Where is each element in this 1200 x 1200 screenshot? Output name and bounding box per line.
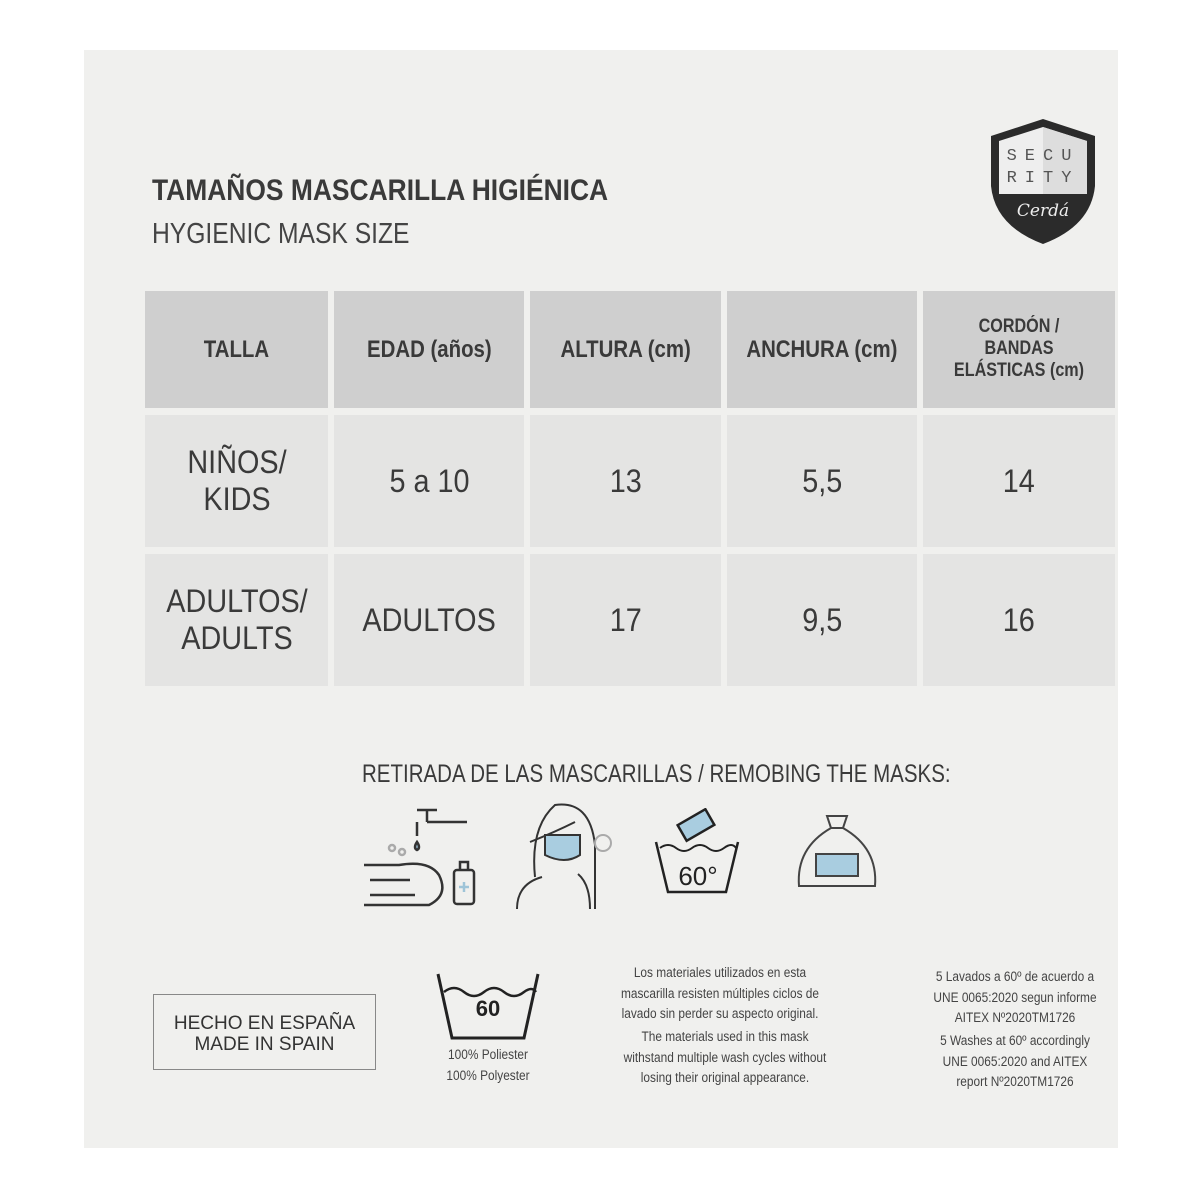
table-cell: 13 (524, 408, 721, 547)
table-cell: 5 a 10 (328, 408, 524, 547)
wash-symbol-icon: 60 (436, 973, 540, 1040)
svg-text:SECU: SECU (1007, 147, 1080, 166)
material-info: 100% Poliester 100% Polyester (446, 1047, 530, 1083)
storage-bag-icon (797, 815, 877, 887)
svg-text:60: 60 (476, 996, 500, 1021)
table-cell: 9,5 (721, 547, 917, 686)
page-title: TAMAÑOS MASCARILLA HIGIÉNICA (152, 174, 609, 207)
table-cell: 14 (917, 408, 1115, 547)
made-es: HECHO EN ESPAÑA (173, 1013, 356, 1034)
svg-text:Cerdá: Cerdá (1017, 201, 1069, 221)
hand-washing-icon (364, 808, 476, 907)
removal-title: RETIRADA DE LAS MASCARILLAS / REMOBING T… (362, 760, 951, 788)
remove-mask-icon (516, 803, 612, 910)
washes-en-text: 5 Washes at 60º accordingly UNE 0065:202… (940, 1033, 1090, 1089)
table-cell: ADULTOS/ ADULTS (145, 547, 328, 686)
svg-text:60°: 60° (678, 861, 717, 891)
wash-60-icon: 60° (654, 808, 740, 894)
column-header: TALLA (145, 291, 328, 408)
table-cell: 17 (524, 547, 721, 686)
column-header: ALTURA (cm) (524, 291, 721, 408)
table-cell: NIÑOS/ KIDS (145, 408, 328, 547)
washes-es-text: 5 Lavados a 60º de acuerdo a UNE 0065:20… (933, 969, 1097, 1025)
security-cerda-logo: SECU RITY Cerdá (991, 119, 1095, 244)
svg-text:RITY: RITY (1007, 169, 1080, 188)
table-cell: ADULTOS (328, 547, 524, 686)
materials-en-text: The materials used in this mask withstan… (623, 1029, 827, 1085)
table-cell: 16 (917, 547, 1115, 686)
size-table: TALLA EDAD (años) ALTURA (cm) ANCHURA (c… (145, 291, 1115, 686)
made-en: MADE IN SPAIN (194, 1034, 335, 1055)
page-subtitle: HYGIENIC MASK SIZE (152, 218, 410, 250)
materials-es-text: Los materiales utilizados en esta mascar… (620, 965, 820, 1021)
column-header: ANCHURA (cm) (721, 291, 917, 408)
table-row: NIÑOS/ KIDS 5 a 10 13 5,5 14 (145, 408, 1115, 547)
table-cell: 5,5 (721, 408, 917, 547)
made-in-spain-label: HECHO EN ESPAÑA MADE IN SPAIN (153, 994, 376, 1070)
table-header-row: TALLA EDAD (años) ALTURA (cm) ANCHURA (c… (145, 291, 1115, 408)
table-row: ADULTOS/ ADULTS ADULTOS 17 9,5 16 (145, 547, 1115, 686)
column-header: CORDÓN / BANDAS ELÁSTICAS (cm) (917, 291, 1115, 408)
column-header: EDAD (años) (328, 291, 524, 408)
